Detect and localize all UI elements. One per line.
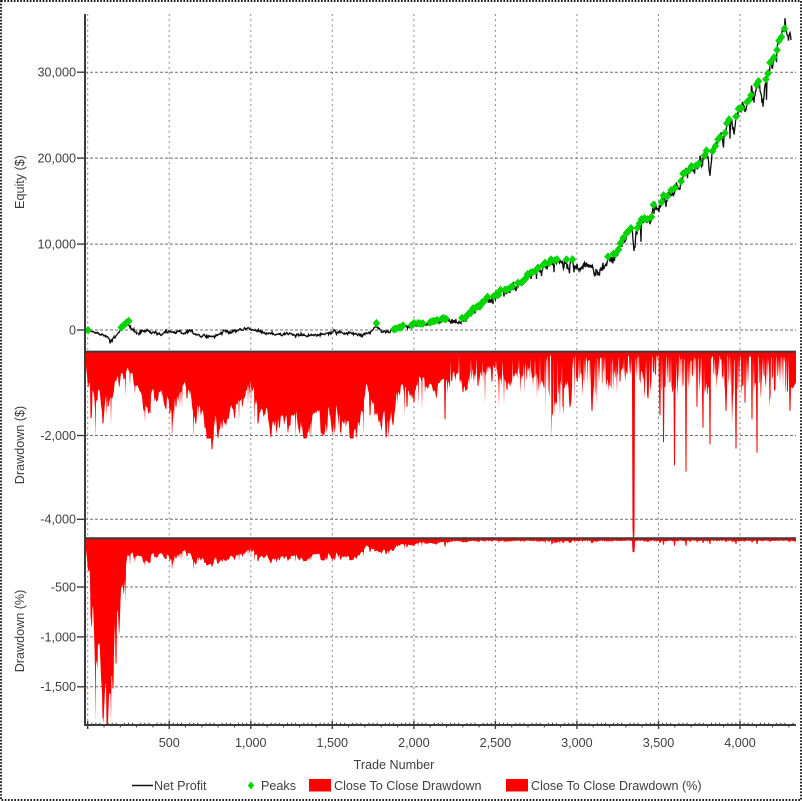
svg-text:30,000: 30,000 [37, 66, 76, 80]
svg-text:Close To Close Drawdown: Close To Close Drawdown [334, 779, 481, 793]
svg-text:500: 500 [159, 736, 180, 750]
svg-text:Equity ($): Equity ($) [13, 155, 27, 209]
svg-text:-4,000: -4,000 [40, 513, 76, 527]
svg-text:10,000: 10,000 [37, 238, 76, 252]
svg-text:-500: -500 [51, 580, 76, 594]
svg-text:0: 0 [69, 323, 76, 337]
svg-text:20,000: 20,000 [37, 152, 76, 166]
svg-text:Net Profit: Net Profit [154, 779, 207, 793]
svg-text:-2,000: -2,000 [40, 429, 76, 443]
svg-text:Peaks: Peaks [261, 779, 296, 793]
svg-text:4,000: 4,000 [724, 736, 756, 750]
svg-text:-1,000: -1,000 [40, 630, 76, 644]
svg-text:2,000: 2,000 [398, 736, 430, 750]
svg-text:1,500: 1,500 [317, 736, 349, 750]
svg-text:3,000: 3,000 [561, 736, 593, 750]
svg-text:Drawdown ($): Drawdown ($) [13, 406, 27, 484]
svg-text:2,500: 2,500 [480, 736, 512, 750]
svg-text:-1,500: -1,500 [40, 680, 76, 694]
svg-text:3,500: 3,500 [643, 736, 675, 750]
svg-text:Trade Number: Trade Number [354, 758, 435, 772]
svg-text:1,000: 1,000 [235, 736, 267, 750]
svg-text:Close To Close Drawdown (%): Close To Close Drawdown (%) [531, 779, 702, 793]
svg-text:Drawdown (%): Drawdown (%) [13, 590, 27, 673]
